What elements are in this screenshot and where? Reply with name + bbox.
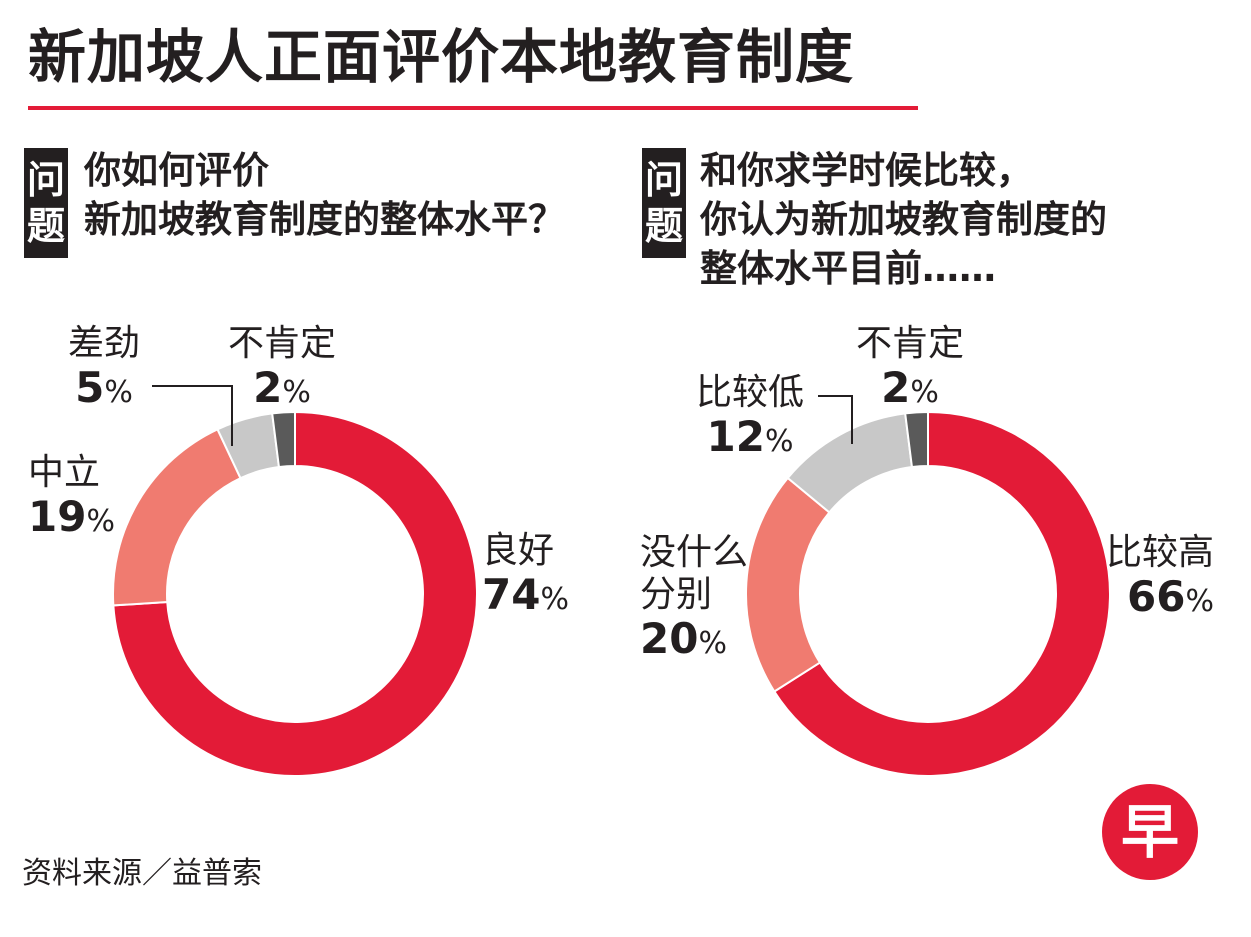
question-badge-char: 题: [26, 204, 65, 248]
leader-line-poor: [152, 385, 233, 446]
donut-slice-higher: [772, 410, 1111, 777]
question-badge-char: 问: [644, 158, 683, 202]
slice-name: 差劲: [68, 323, 141, 364]
slice-value: 2%: [881, 363, 939, 412]
slice-value: 20%: [640, 614, 727, 663]
slice-label-good: 良好 74%: [482, 530, 569, 623]
slice-value: 74%: [482, 570, 569, 619]
donut-slice-neutral: [112, 427, 242, 607]
question-badge-1: 问 题: [24, 148, 68, 258]
slice-value: 5%: [75, 363, 133, 412]
slice-label-unsure-2: 不肯定 2%: [856, 323, 964, 416]
slice-label-lower: 比较低 12%: [696, 372, 804, 465]
slice-name: 没什么: [640, 532, 749, 573]
zaobao-logo: 早: [1102, 784, 1198, 880]
slice-label-neutral: 中立 19%: [28, 452, 115, 545]
slice-value: 66%: [1127, 572, 1215, 621]
donut-slice-unsure: [271, 410, 296, 469]
question-badge-char: 问: [26, 158, 65, 202]
question-badge-2: 问 题: [642, 148, 686, 258]
slice-name: 比较高: [1106, 532, 1215, 573]
slice-label-poor: 差劲 5%: [68, 323, 140, 416]
source-note: 资料来源／益普索: [22, 856, 262, 891]
question-line: 整体水平目前……: [700, 247, 996, 290]
donut-chart-2: [745, 410, 1111, 777]
donut-slice-unsure: [904, 410, 929, 469]
question-line: 你认为新加坡教育制度的: [700, 198, 1107, 241]
question-text-2: 和你求学时候比较， 你认为新加坡教育制度的 整体水平目前……: [700, 146, 1107, 293]
donut-slice-no-difference: [745, 476, 831, 693]
slice-name: 良好: [482, 530, 555, 571]
slice-name: 不肯定: [228, 323, 337, 364]
donut-chart-1: [112, 410, 478, 777]
slice-label-higher: 比较高 66%: [1106, 532, 1214, 625]
page-title: 新加坡人正面评价本地教育制度: [28, 23, 855, 91]
question-badge-char: 题: [644, 204, 683, 248]
question-line: 和你求学时候比较，: [700, 149, 1033, 192]
title-underline: [28, 106, 918, 110]
slice-value: 2%: [253, 363, 311, 412]
slice-name: 分别: [640, 574, 713, 615]
slice-label-unsure-1: 不肯定 2%: [228, 323, 336, 416]
question-line: 你如何评价: [84, 149, 269, 192]
slice-value: 12%: [706, 412, 794, 461]
slice-label-no-difference: 没什么 分别 20%: [640, 532, 748, 667]
slice-name: 比较低: [696, 372, 805, 413]
question-text-1: 你如何评价 新加坡教育制度的整体水平？: [84, 146, 565, 244]
slice-name: 不肯定: [856, 323, 965, 364]
logo-text: 早: [1121, 798, 1179, 866]
question-line: 新加坡教育制度的整体水平？: [84, 198, 565, 241]
leader-line-lower: [818, 395, 853, 444]
slice-value: 19%: [28, 492, 115, 541]
donut-slice-good: [112, 410, 478, 777]
slice-name: 中立: [28, 452, 101, 493]
